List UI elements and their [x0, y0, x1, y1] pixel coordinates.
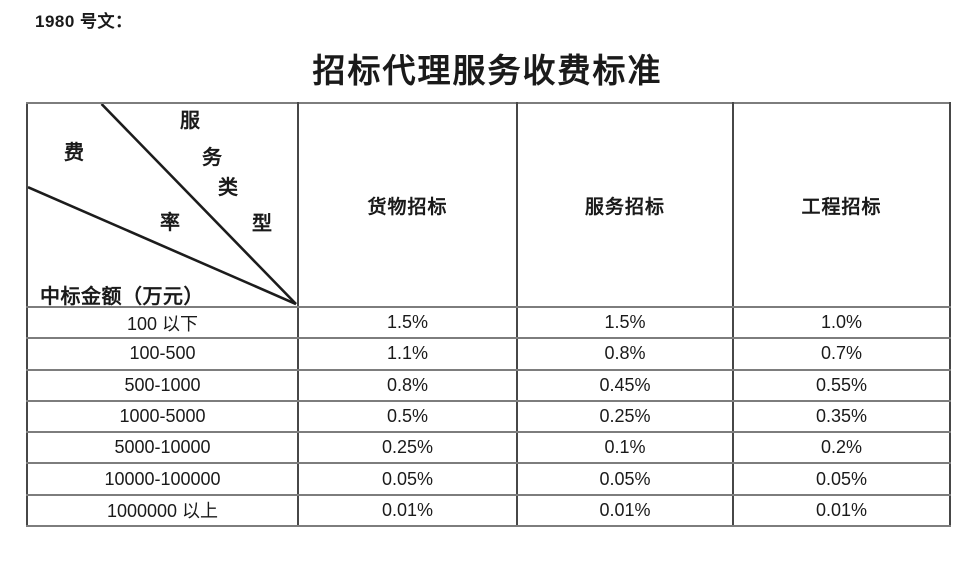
column-header-service: 服务招标 [516, 102, 734, 308]
doc-reference: 1980 号文： [35, 12, 133, 31]
amount-range-cell: 1000-5000 [26, 399, 299, 434]
service-rate-cell: 0.01% [516, 493, 734, 528]
eng-rate-cell: 0.2% [732, 431, 951, 465]
table-row: 5000-10000 0.25% 0.1% 0.2% [26, 431, 951, 465]
corner-service-type-char: 务 [202, 147, 222, 169]
amount-range-cell: 5000-10000 [26, 431, 299, 465]
table-row: 1000000 以上 0.01% 0.01% 0.01% [26, 493, 951, 528]
goods-rate-cell: 1.1% [297, 337, 518, 371]
corner-service-type-char: 型 [252, 213, 272, 235]
corner-service-type-char: 类 [218, 177, 238, 199]
corner-service-type-char: 服 [180, 110, 200, 132]
amount-range-cell: 100-500 [26, 337, 299, 371]
table-header-row: 服 费 务 类 率 型 中标金额（万元） 货物招标 服务招标 工程招标 [26, 102, 951, 308]
goods-rate-cell: 1.5% [297, 305, 518, 340]
corner-fee-rate-char: 费 [64, 142, 84, 164]
table-row: 100 以下 1.5% 1.5% 1.0% [26, 305, 951, 340]
table-row: 10000-100000 0.05% 0.05% 0.05% [26, 462, 951, 496]
amount-range-cell: 1000000 以上 [26, 493, 299, 528]
service-rate-cell: 1.5% [516, 305, 734, 340]
table-row: 1000-5000 0.5% 0.25% 0.35% [26, 399, 951, 434]
corner-fee-rate-char: 率 [160, 212, 180, 234]
service-rate-cell: 0.8% [516, 337, 734, 371]
goods-rate-cell: 0.5% [297, 399, 518, 434]
goods-rate-cell: 0.05% [297, 462, 518, 496]
goods-rate-cell: 0.01% [297, 493, 518, 528]
eng-rate-cell: 0.35% [732, 399, 951, 434]
eng-rate-cell: 0.01% [732, 493, 951, 528]
page-title: 招标代理服务收费标准 [312, 54, 663, 90]
goods-rate-cell: 0.8% [297, 368, 518, 402]
eng-rate-cell: 1.0% [732, 305, 951, 340]
amount-range-cell: 10000-100000 [26, 462, 299, 496]
table-corner-cell: 服 费 务 类 率 型 中标金额（万元） [26, 102, 299, 308]
column-header-goods: 货物招标 [297, 102, 518, 308]
service-rate-cell: 0.05% [516, 462, 734, 496]
eng-rate-cell: 0.05% [732, 462, 951, 496]
eng-rate-cell: 0.55% [732, 368, 951, 402]
service-rate-cell: 0.45% [516, 368, 734, 402]
table-row: 500-1000 0.8% 0.45% 0.55% [26, 368, 951, 402]
column-header-engineering: 工程招标 [732, 102, 951, 308]
fee-standard-table: 服 费 务 类 率 型 中标金额（万元） 货物招标 服务招标 工程招标 100 … [26, 102, 951, 528]
eng-rate-cell: 0.7% [732, 337, 951, 371]
service-rate-cell: 0.1% [516, 431, 734, 465]
amount-range-cell: 100 以下 [26, 305, 299, 340]
corner-diagonal-area: 服 费 务 类 率 型 中标金额（万元） [29, 105, 296, 307]
goods-rate-cell: 0.25% [297, 431, 518, 465]
corner-amount-label: 中标金额（万元） [40, 286, 204, 307]
service-rate-cell: 0.25% [516, 399, 734, 434]
amount-range-cell: 500-1000 [26, 368, 299, 402]
diagonal-lines-icon [29, 105, 296, 305]
table-row: 100-500 1.1% 0.8% 0.7% [26, 337, 951, 371]
